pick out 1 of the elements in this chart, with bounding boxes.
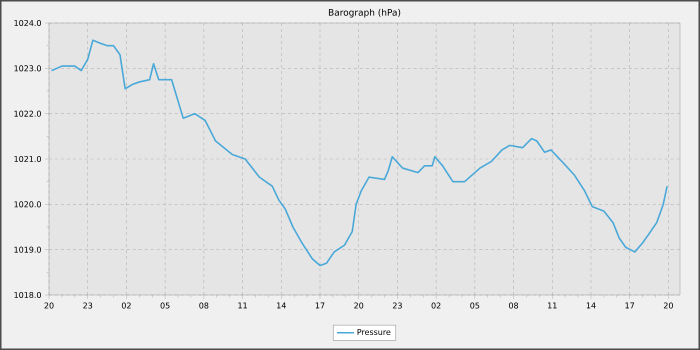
- chart-title: Barograph (hPa): [328, 8, 400, 18]
